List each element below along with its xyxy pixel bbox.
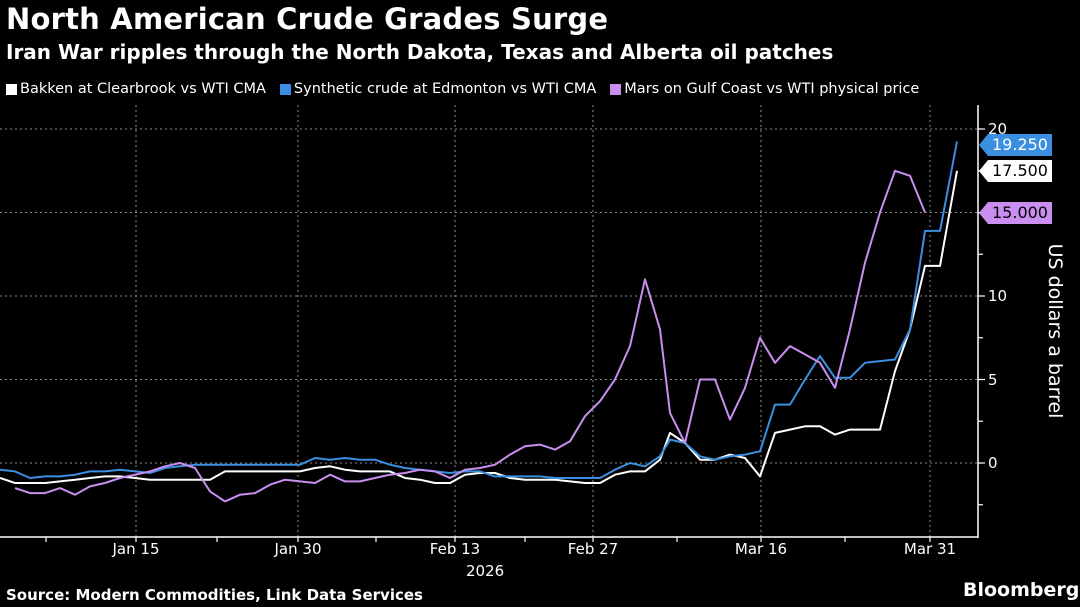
gridlines <box>0 105 978 537</box>
legend: Bakken at Clearbrook vs WTI CMA Syntheti… <box>6 81 919 97</box>
brand-name: Bloomberg <box>963 579 1080 601</box>
x-tick-label: Feb 13 <box>429 540 481 558</box>
axes <box>0 105 985 542</box>
legend-swatch-bakken <box>6 83 17 95</box>
y-tick-label: 20 <box>988 120 1008 138</box>
legend-label-synthetic: Synthetic crude at Edmonton vs WTI CMA <box>293 81 597 97</box>
series-line-synthetic <box>0 141 958 479</box>
legend-label-bakken: Bakken at Clearbrook vs WTI CMA <box>20 81 266 97</box>
source-note: Source: Modern Commodities, Link Data Se… <box>6 586 423 604</box>
x-tick-label: Jan 30 <box>274 540 322 558</box>
x-tick-label: Jan 15 <box>112 540 160 558</box>
legend-item-mars: Mars on Gulf Coast vs WTI physical price <box>610 81 919 97</box>
legend-label-mars: Mars on Gulf Coast vs WTI physical price <box>624 81 920 97</box>
last-value-tag: 17.500 <box>979 160 1052 182</box>
last-value-tag: 15.000 <box>979 202 1052 224</box>
bloomberg-logo: Bloomberg <box>963 579 1080 601</box>
x-axis-year: 2026 <box>466 562 505 580</box>
x-tick-label: Mar 16 <box>734 540 788 558</box>
legend-item-synthetic: Synthetic crude at Edmonton vs WTI CMA <box>279 81 597 97</box>
y-tick-label: 0 <box>988 454 998 472</box>
last-value-tag: 19.250 <box>979 134 1052 156</box>
chart-subtitle: Iran War ripples through the North Dakot… <box>6 40 834 64</box>
y-tick-label: 5 <box>988 370 998 389</box>
legend-swatch-mars <box>610 83 622 95</box>
x-tick-label: Mar 31 <box>903 540 957 558</box>
chart-title: North American Crude Grades Surge <box>6 2 609 36</box>
legend-item-bakken: Bakken at Clearbrook vs WTI CMA <box>6 81 266 97</box>
y-axis-title: US dollars a barrel <box>1044 243 1066 419</box>
series-line-mars <box>14 169 926 503</box>
series-line-bakken <box>0 170 958 484</box>
x-tick-label: Feb 27 <box>567 540 619 558</box>
series-lines <box>0 141 958 503</box>
y-tick-label: 10 <box>988 287 1008 305</box>
legend-swatch-synthetic <box>279 83 291 95</box>
